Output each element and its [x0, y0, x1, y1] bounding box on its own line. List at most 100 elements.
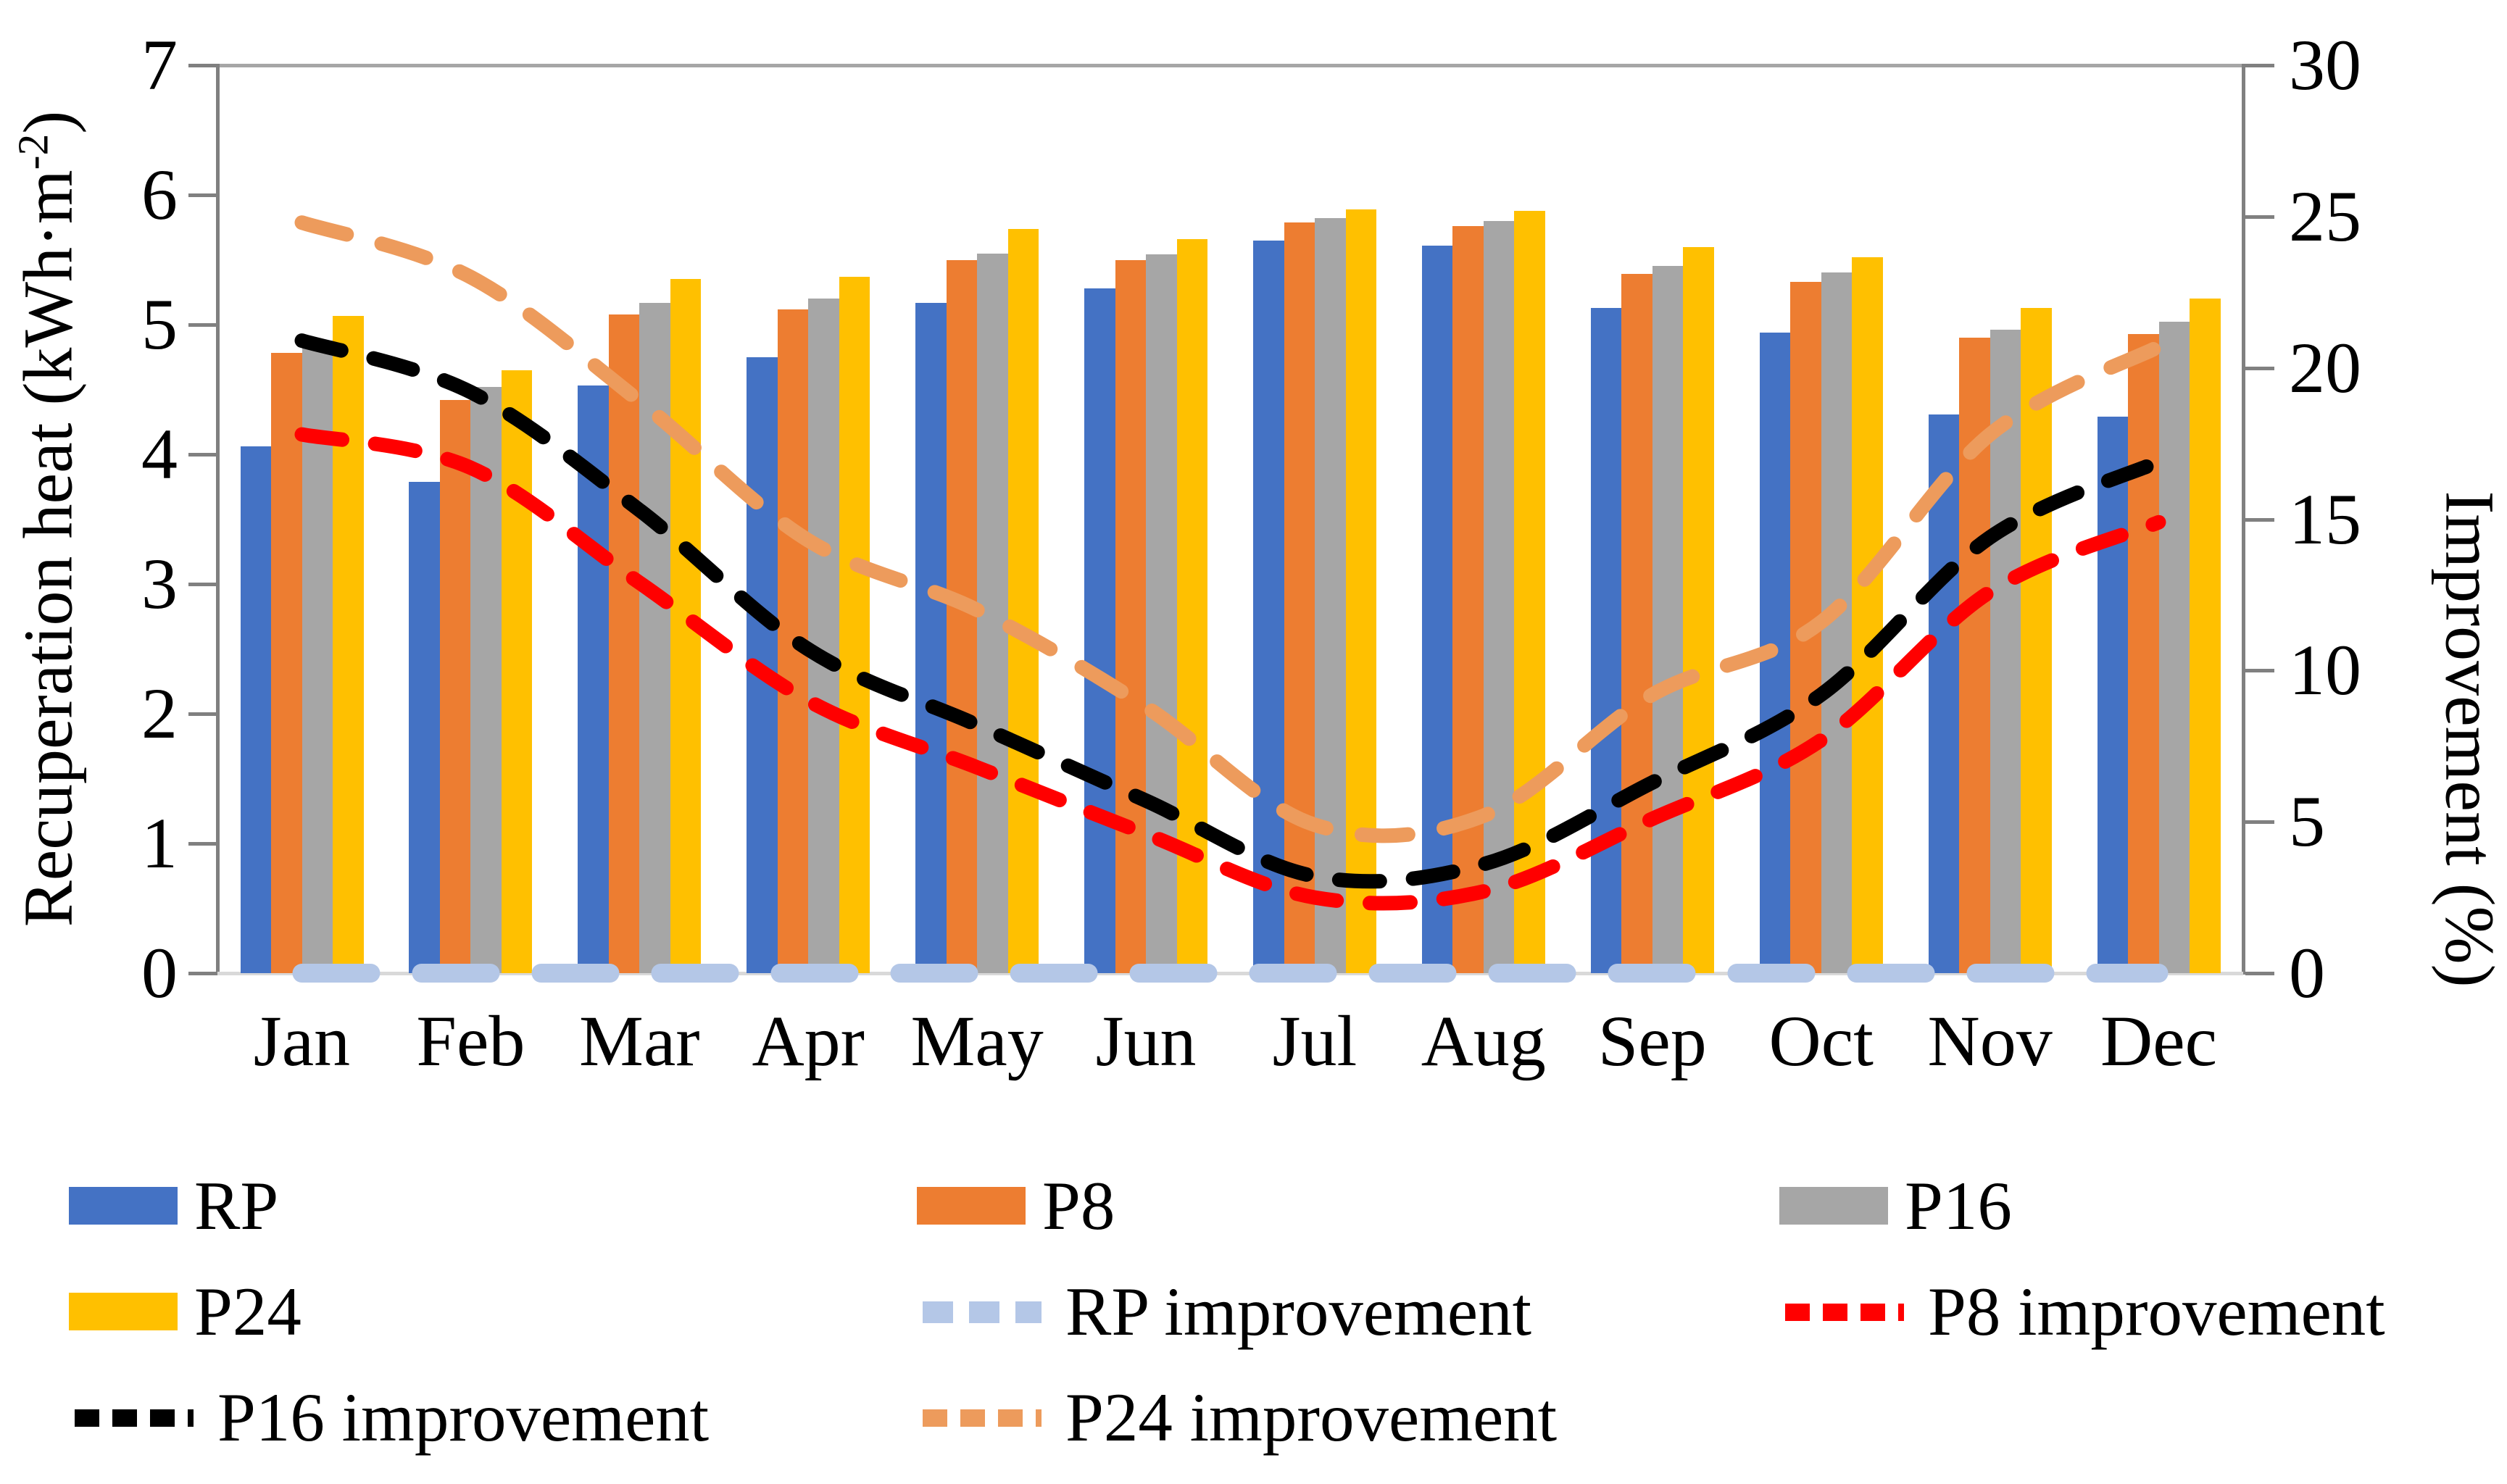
x-axis-label-aug: Aug	[1421, 1001, 1546, 1081]
tick-mark	[2245, 972, 2274, 975]
left-axis-tick-1: 1	[141, 803, 178, 883]
tick-mark	[2245, 214, 2274, 219]
bar-p24-nov	[2021, 307, 2052, 973]
bar-p8-jan	[271, 353, 302, 973]
legend-label-p16-improvement: P16 improvement	[217, 1379, 710, 1456]
tick-mark	[2245, 669, 2274, 673]
right-axis-line	[2242, 64, 2245, 975]
tick-mark	[188, 842, 217, 846]
left-axis-tick-0: 0	[141, 933, 178, 1013]
bar-rp-nov	[1928, 414, 1960, 973]
legend-label-p8: P8	[1042, 1167, 1115, 1244]
bar-p8-may	[946, 259, 978, 973]
bar-p24-dec	[2190, 299, 2221, 973]
right-axis-tick-25: 25	[2289, 175, 2361, 257]
x-axis-label-nov: Nov	[1927, 1001, 2053, 1081]
bar-p8-jun	[1115, 259, 1146, 973]
tick-mark	[188, 323, 217, 327]
left-axis-tick-4: 4	[141, 414, 178, 494]
legend-swatch-p16	[1779, 1187, 1888, 1225]
x-axis-label-sep: Sep	[1597, 1001, 1707, 1081]
bar-p16-jan	[302, 340, 333, 973]
tick-mark	[188, 453, 217, 457]
bar-p16-jun	[1146, 254, 1177, 973]
x-axis-label-apr: Apr	[752, 1001, 865, 1081]
bar-p8-sep	[1621, 274, 1652, 973]
x-axis-label-dec: Dec	[2100, 1001, 2218, 1081]
bar-rp-jan	[240, 446, 271, 973]
legend-label-p16: P16	[1905, 1167, 2012, 1244]
x-axis-label-feb: Feb	[416, 1001, 525, 1081]
bar-rp-jul	[1253, 240, 1284, 973]
tick-mark	[2245, 366, 2274, 370]
bar-p16-feb	[470, 386, 502, 973]
left-axis-title-superscript: -2	[9, 133, 57, 170]
bar-p16-apr	[808, 299, 839, 973]
legend-label-p24-improvement: P24 improvement	[1065, 1379, 1558, 1456]
bar-rp-feb	[409, 481, 440, 973]
tick-mark	[188, 64, 217, 67]
bar-p16-dec	[2158, 322, 2190, 973]
legend-label-rp-improvement: RP improvement	[1065, 1273, 1531, 1350]
right-axis-tick-10: 10	[2289, 630, 2361, 711]
line-p16-improvement	[294, 333, 2166, 889]
bar-p24-jul	[1345, 209, 1376, 973]
tick-mark	[188, 583, 217, 586]
legend-swatch-p8	[917, 1187, 1026, 1225]
line-p8-improvement	[294, 427, 2166, 911]
bar-rp-aug	[1421, 245, 1453, 973]
x-axis-label-mar: Mar	[578, 1001, 700, 1081]
bar-p16-jul	[1315, 218, 1346, 973]
bar-p8-aug	[1452, 226, 1484, 973]
left-axis-line	[216, 64, 220, 975]
bar-p8-jul	[1284, 222, 1315, 973]
tick-mark	[2245, 517, 2274, 522]
right-axis-tick-15: 15	[2289, 478, 2361, 559]
right-axis-title-text: Improvement (%)	[2431, 491, 2507, 988]
x-axis-label-may: May	[910, 1001, 1044, 1081]
x-axis-label-jul: Jul	[1272, 1001, 1358, 1081]
tick-mark	[188, 193, 217, 197]
left-axis-tick-5: 5	[141, 284, 178, 364]
bar-p24-feb	[501, 370, 533, 973]
left-axis-tick-3: 3	[141, 543, 178, 624]
left-axis-title-text: Recuperation heat (kWh·m	[9, 170, 87, 928]
bar-p24-may	[1007, 228, 1039, 973]
bar-p8-dec	[2128, 333, 2159, 973]
left-axis-tick-7: 7	[141, 25, 178, 105]
right-axis-tick-30: 30	[2289, 25, 2361, 105]
x-axis-label-jun: Jun	[1095, 1001, 1197, 1081]
x-axis-label-oct: Oct	[1768, 1001, 1874, 1081]
tick-mark	[2245, 820, 2274, 825]
line-p24-improvement	[294, 215, 2166, 843]
left-axis-tick-6: 6	[141, 154, 178, 235]
right-axis-tick-20: 20	[2289, 327, 2361, 408]
right-axis-title: Improvement (%)	[2430, 491, 2507, 987]
right-axis-tick-5: 5	[2289, 781, 2325, 862]
legend-label-p24: P24	[194, 1273, 302, 1350]
tick-mark	[188, 712, 217, 716]
legend-line-p24-improvement	[923, 1409, 1042, 1427]
left-axis-tick-2: 2	[141, 673, 178, 754]
bar-p8-mar	[608, 314, 640, 973]
legend-line-rp-improvement	[923, 1301, 1042, 1323]
legend-swatch-rp	[69, 1187, 178, 1225]
bar-p24-jan	[333, 315, 364, 973]
bar-p24-apr	[839, 276, 870, 973]
bar-p16-sep	[1652, 266, 1684, 973]
legend-label-rp: RP	[194, 1167, 279, 1244]
plot-top-border	[217, 64, 2243, 67]
bar-p16-aug	[1483, 220, 1515, 973]
bar-p24-sep	[1683, 246, 1714, 973]
x-axis-line	[217, 972, 2243, 975]
left-axis-title-close: )	[9, 110, 87, 134]
bar-p24-oct	[1852, 257, 1883, 973]
legend-label-p8-improvement: P8 improvement	[1928, 1273, 2385, 1350]
bar-rp-sep	[1590, 307, 1622, 973]
bar-rp-dec	[2097, 417, 2128, 973]
right-axis-tick-0: 0	[2289, 933, 2325, 1013]
legend-line-p16-improvement	[75, 1409, 194, 1427]
legend-swatch-p24	[69, 1293, 178, 1330]
